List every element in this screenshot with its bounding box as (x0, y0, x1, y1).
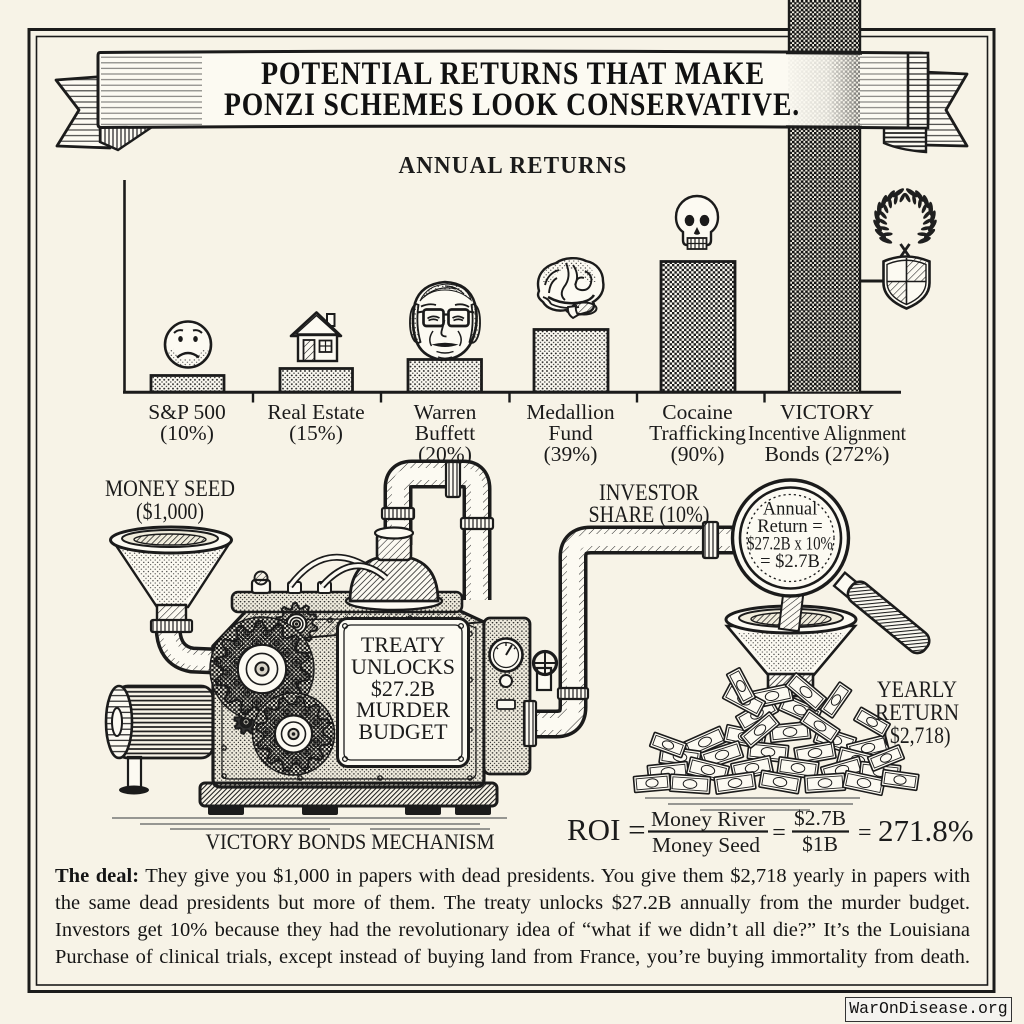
svg-text:Trafficking: Trafficking (649, 421, 746, 445)
svg-text:Cocaine: Cocaine (662, 400, 732, 424)
svg-text:POTENTIAL RETURNS THAT MAKE: POTENTIAL RETURNS THAT MAKE (261, 56, 765, 92)
svg-text:UNLOCKS: UNLOCKS (351, 654, 455, 679)
svg-text:($1,000): ($1,000) (136, 499, 204, 524)
svg-text:Fund: Fund (548, 421, 592, 445)
svg-text:=: = (772, 820, 786, 846)
svg-text:BUDGET: BUDGET (358, 719, 448, 744)
svg-text:Buffett: Buffett (415, 421, 476, 445)
svg-text:ANNUAL RETURNS: ANNUAL RETURNS (399, 153, 628, 179)
svg-text:Incentive Alignment: Incentive Alignment (748, 421, 906, 445)
svg-text:(90%): (90%) (671, 442, 725, 466)
svg-text:$2.7B: $2.7B (794, 806, 846, 830)
svg-text:SHARE (10%): SHARE (10%) (589, 502, 710, 528)
svg-text:$27.2B: $27.2B (371, 676, 435, 701)
svg-text:YEARLY: YEARLY (877, 677, 957, 703)
svg-text:Real Estate: Real Estate (267, 400, 364, 424)
svg-text:= $2.7B: = $2.7B (760, 552, 820, 572)
svg-text:S&P 500: S&P 500 (148, 400, 225, 424)
svg-text:$27.2B x 10%: $27.2B x 10% (747, 535, 833, 555)
svg-text:MONEY SEED: MONEY SEED (105, 476, 235, 501)
svg-text:($2,718): ($2,718) (884, 723, 951, 749)
svg-text:Bonds (272%): Bonds (272%) (765, 442, 890, 466)
svg-text:Money River: Money River (651, 807, 765, 831)
svg-text:MURDER: MURDER (356, 697, 450, 722)
svg-text:INVESTOR: INVESTOR (599, 480, 699, 506)
svg-text:(39%): (39%) (544, 442, 598, 466)
svg-text:=: = (858, 820, 872, 846)
svg-text:RETURN: RETURN (875, 700, 959, 726)
svg-text:Return =: Return = (757, 517, 822, 537)
svg-text:(10%): (10%) (160, 421, 214, 445)
svg-text:TREATY: TREATY (361, 632, 445, 657)
svg-text:VICTORY BONDS MECHANISM: VICTORY BONDS MECHANISM (206, 829, 495, 854)
svg-text:Money Seed: Money Seed (652, 833, 760, 857)
svg-text:VICTORY: VICTORY (780, 400, 874, 424)
svg-text:Annual: Annual (763, 500, 817, 520)
svg-text:ROI =: ROI = (567, 812, 646, 847)
svg-text:$1B: $1B (802, 832, 838, 856)
svg-text:271.8%: 271.8% (878, 813, 974, 848)
svg-text:(15%): (15%) (289, 421, 343, 445)
svg-text:Warren: Warren (414, 400, 477, 424)
svg-text:Medallion: Medallion (526, 400, 615, 424)
svg-text:PONZI SCHEMES LOOK CONSERVATIV: PONZI SCHEMES LOOK CONSERVATIVE. (224, 87, 800, 123)
